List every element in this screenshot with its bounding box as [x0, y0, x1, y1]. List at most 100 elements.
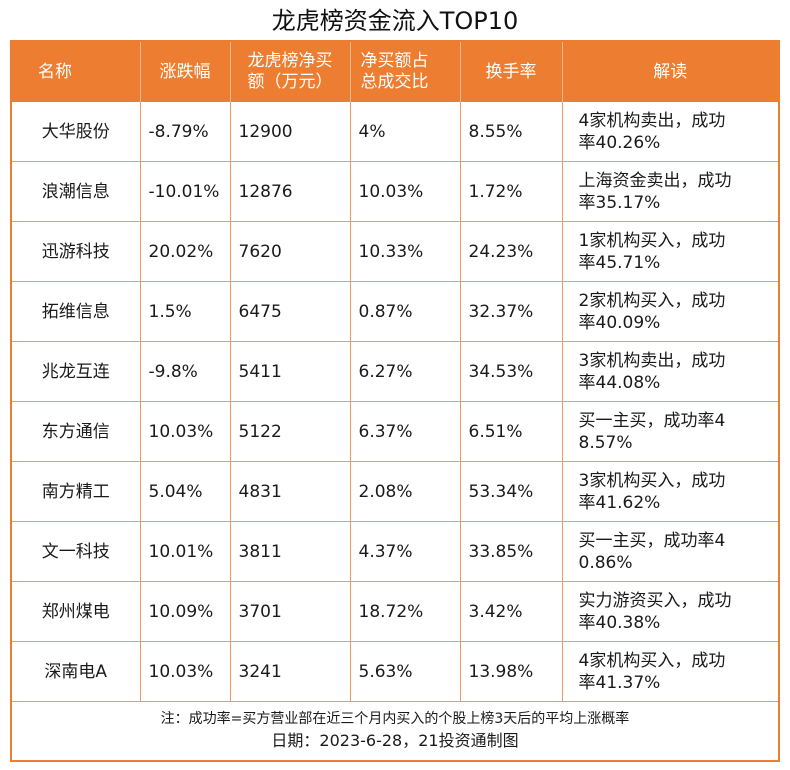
cell-net-buy: 5122: [230, 401, 351, 462]
cell-change: 10.03%: [140, 641, 231, 702]
cell-name: 文一科技: [12, 521, 141, 582]
cell-interpretation: 3家机构卖出，成功 率44.08%: [562, 341, 778, 402]
cell-name: 郑州煤电: [12, 581, 141, 642]
header-net-buy-line2: 额（万元）: [247, 72, 333, 92]
interpretation-line2: 率45.71%: [578, 252, 661, 273]
cell-ratio: 10.33%: [350, 221, 461, 282]
table-row: 兆龙互连 -9.8% 5411 6.27% 34.53% 3家机构卖出，成功 率4…: [12, 341, 778, 402]
cell-net-buy: 3701: [230, 581, 351, 642]
cell-interpretation: 2家机构买入，成功 率40.09%: [562, 281, 778, 342]
cell-ratio: 6.37%: [350, 401, 461, 462]
cell-net-buy: 6475: [230, 281, 351, 342]
page-title: 龙虎榜资金流入TOP10: [271, 7, 519, 35]
cell-change: 10.03%: [140, 401, 231, 462]
footnote: 注：成功率=买方营业部在近三个月内买入的个股上榜3天后的平均上涨概率: [160, 711, 630, 727]
interpretation-line1: 1家机构买入，成功: [578, 230, 726, 251]
cell-turnover: 24.23%: [460, 221, 563, 282]
cell-name: 大华股份: [12, 102, 141, 162]
interpretation-line1: 上海资金卖出，成功: [578, 170, 732, 191]
header-row: 名称 涨跌幅 龙虎榜净买 额（万元） 净买额占 总成交比 换手率 解读: [12, 42, 778, 102]
dragon-tiger-table: 名称 涨跌幅 龙虎榜净买 额（万元） 净买额占 总成交比 换手率 解读 大华股份…: [12, 42, 778, 702]
interpretation-line1: 实力游资买入，成功: [578, 590, 732, 611]
interpretation-line1: 2家机构买入，成功: [578, 290, 726, 311]
cell-ratio: 18.72%: [350, 581, 461, 642]
header-ratio-line1: 净买额占: [360, 51, 429, 71]
cell-ratio: 4%: [350, 102, 461, 162]
interpretation-line2: 0.86%: [578, 552, 633, 573]
cell-change: 1.5%: [140, 281, 231, 342]
interpretation-line1: 买一主买，成功率4: [578, 530, 726, 551]
cell-net-buy: 12876: [230, 161, 351, 222]
header-ratio-line2: 总成交比: [360, 72, 429, 92]
table-header: 名称 涨跌幅 龙虎榜净买 额（万元） 净买额占 总成交比 换手率 解读: [12, 42, 778, 102]
header-net-buy-line1: 龙虎榜净买: [247, 51, 333, 71]
cell-turnover: 3.42%: [460, 581, 563, 642]
cell-turnover: 13.98%: [460, 641, 563, 702]
table-row: 文一科技 10.01% 3811 4.37% 33.85% 买一主买，成功率4 0…: [12, 521, 778, 582]
cell-net-buy: 12900: [230, 102, 351, 162]
table-body: 大华股份 -8.79% 12900 4% 8.55% 4家机构卖出，成功 率40.…: [12, 102, 778, 702]
interpretation-line1: 4家机构买入，成功: [578, 650, 726, 671]
cell-net-buy: 5411: [230, 341, 351, 402]
header-change: 涨跌幅: [140, 42, 231, 102]
cell-net-buy: 3241: [230, 641, 351, 702]
table-row: 郑州煤电 10.09% 3701 18.72% 3.42% 实力游资买入，成功率…: [12, 581, 778, 642]
table-frame: 名称 涨跌幅 龙虎榜净买 额（万元） 净买额占 总成交比 换手率 解读 大华股份…: [10, 40, 780, 762]
cell-name: 浪潮信息: [12, 161, 141, 222]
cell-name: 迅游科技: [12, 221, 141, 282]
date-credit: 日期：2023-6-28，21投资通制图: [271, 731, 519, 750]
cell-name: 东方通信: [12, 401, 141, 462]
interpretation-line2: 率40.09%: [578, 312, 661, 333]
cell-turnover: 33.85%: [460, 521, 563, 582]
interpretation-line1: 3家机构买入，成功: [578, 470, 726, 491]
table-row: 南方精工 5.04% 4831 2.08% 53.34% 3家机构买入，成功 率4…: [12, 461, 778, 522]
interpretation-line2: 率40.38%: [578, 612, 661, 633]
header-interpretation: 解读: [562, 42, 778, 102]
cell-change: 5.04%: [140, 461, 231, 522]
interpretation-line2: 8.57%: [578, 432, 633, 453]
interpretation-line2: 率40.26%: [578, 132, 661, 153]
interpretation-line2: 率41.62%: [578, 492, 661, 513]
cell-interpretation: 4家机构买入，成功 率41.37%: [562, 641, 778, 702]
cell-name: 拓维信息: [12, 281, 141, 342]
cell-turnover: 1.72%: [460, 161, 563, 222]
cell-interpretation: 上海资金卖出，成功 率35.17%: [562, 161, 778, 222]
cell-ratio: 0.87%: [350, 281, 461, 342]
cell-turnover: 6.51%: [460, 401, 563, 462]
interpretation-line2: 率44.08%: [578, 372, 661, 393]
cell-name: 深南电A: [12, 641, 141, 702]
header-turnover: 换手率: [460, 42, 563, 102]
interpretation-line2: 率35.17%: [578, 192, 661, 213]
interpretation-line1: 3家机构卖出，成功: [578, 350, 726, 371]
header-name: 名称: [12, 42, 141, 102]
table-footer: 注：成功率=买方营业部在近三个月内买入的个股上榜3天后的平均上涨概率 日期：20…: [12, 702, 778, 752]
cell-turnover: 32.37%: [460, 281, 563, 342]
table-row: 东方通信 10.03% 5122 6.37% 6.51% 买一主买，成功率4 8.…: [12, 401, 778, 462]
table-row: 大华股份 -8.79% 12900 4% 8.55% 4家机构卖出，成功 率40.…: [12, 102, 778, 162]
cell-net-buy: 3811: [230, 521, 351, 582]
cell-interpretation: 买一主买，成功率4 0.86%: [562, 521, 778, 582]
cell-ratio: 4.37%: [350, 521, 461, 582]
header-net-buy: 龙虎榜净买 额（万元）: [230, 42, 351, 102]
cell-net-buy: 4831: [230, 461, 351, 522]
header-ratio: 净买额占 总成交比: [350, 42, 461, 102]
cell-name: 兆龙互连: [12, 341, 141, 402]
interpretation-line2: 率41.37%: [578, 672, 661, 693]
table-row: 浪潮信息 -10.01% 12876 10.03% 1.72% 上海资金卖出，成…: [12, 161, 778, 222]
cell-change: 10.09%: [140, 581, 231, 642]
cell-change: 10.01%: [140, 521, 231, 582]
cell-interpretation: 买一主买，成功率4 8.57%: [562, 401, 778, 462]
cell-change: -8.79%: [140, 102, 231, 162]
cell-ratio: 5.63%: [350, 641, 461, 702]
cell-interpretation: 实力游资买入，成功 率40.38%: [562, 581, 778, 642]
interpretation-line1: 买一主买，成功率4: [578, 410, 726, 431]
interpretation-line1: 4家机构卖出，成功: [578, 110, 726, 131]
cell-interpretation: 1家机构买入，成功 率45.71%: [562, 221, 778, 282]
cell-name: 南方精工: [12, 461, 141, 522]
table-row: 拓维信息 1.5% 6475 0.87% 32.37% 2家机构买入，成功 率40…: [12, 281, 778, 342]
cell-interpretation: 4家机构卖出，成功 率40.26%: [562, 102, 778, 162]
cell-ratio: 10.03%: [350, 161, 461, 222]
cell-turnover: 34.53%: [460, 341, 563, 402]
cell-turnover: 8.55%: [460, 102, 563, 162]
cell-change: -9.8%: [140, 341, 231, 402]
